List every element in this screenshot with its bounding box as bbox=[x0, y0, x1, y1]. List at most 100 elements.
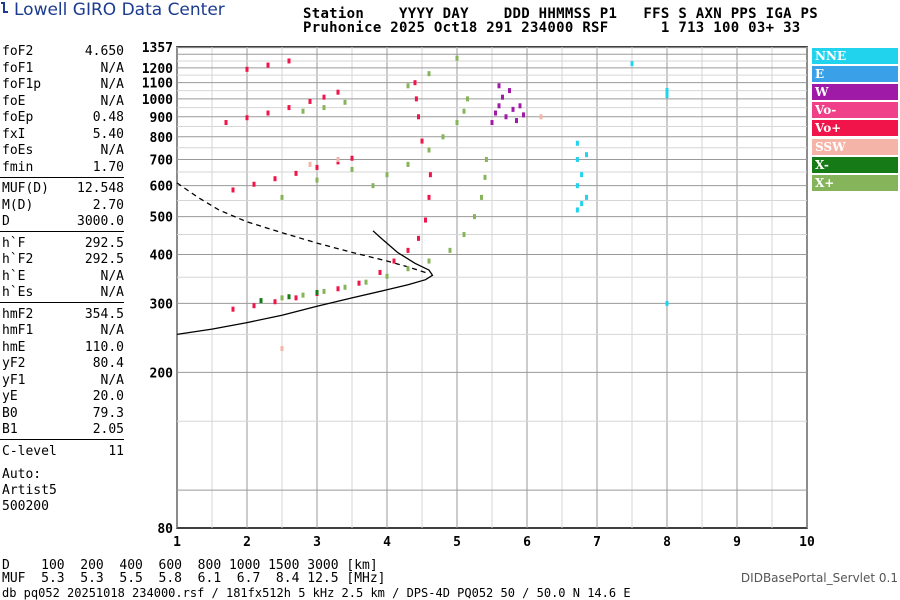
param-name: M(D) bbox=[2, 197, 34, 213]
data-point-x- bbox=[343, 284, 347, 290]
data-point-vo- bbox=[273, 176, 277, 182]
data-point-vo- bbox=[224, 120, 228, 126]
y-tick-label: 600 bbox=[150, 180, 174, 195]
param-row: yF2 80.4 bbox=[2, 355, 124, 372]
param-name: yF2 bbox=[2, 356, 26, 371]
data-point-vo- bbox=[231, 187, 235, 193]
data-point-nne bbox=[575, 183, 579, 189]
param-row: foEs N/A bbox=[2, 142, 124, 159]
param-name: foEp bbox=[2, 110, 34, 125]
data-point-nne bbox=[585, 194, 588, 200]
data-point-vo- bbox=[413, 80, 417, 86]
data-point-vo- bbox=[357, 280, 361, 286]
param-name: hmF1 bbox=[2, 323, 34, 338]
param-row: h`F2 292.5 bbox=[2, 251, 124, 268]
param-row: foE N/A bbox=[2, 93, 124, 110]
auto-artist: Artist5 bbox=[2, 483, 57, 498]
footer-distance-row: D 100 200 400 600 800 1000 1500 3000 [km… bbox=[2, 558, 378, 573]
y-tick-label: 1100 bbox=[142, 77, 173, 92]
param-name: foF1p bbox=[2, 77, 42, 92]
data-point-w bbox=[494, 110, 497, 116]
param-row: yE 20.0 bbox=[2, 388, 124, 405]
data-point-x- bbox=[301, 292, 305, 298]
param-name: h`F2 bbox=[2, 252, 34, 267]
data-point-w bbox=[501, 94, 504, 100]
param-separator bbox=[0, 176, 124, 178]
param-name: D bbox=[2, 214, 10, 229]
param-row: hmF1 N/A bbox=[2, 322, 124, 339]
ionogram-chart: 1 2 3 4 5 6 7 8 9 10 80 200 300 400 500 600 700 800 900 100… bbox=[142, 41, 815, 550]
param-value: N/A bbox=[100, 60, 124, 76]
param-separator bbox=[0, 231, 124, 232]
data-point-x- bbox=[315, 177, 319, 183]
param-name: h`E bbox=[2, 268, 26, 284]
data-point-x- bbox=[315, 289, 319, 295]
param-row: M(D) 2.70 bbox=[2, 197, 124, 214]
data-point-vo- bbox=[252, 303, 256, 309]
param-name: B0 bbox=[2, 405, 18, 421]
data-point-vo- bbox=[427, 194, 431, 200]
footer-db-line: db pq052 20251018 234000.rsf / 181fx512h… bbox=[2, 586, 631, 600]
data-point-x- bbox=[385, 273, 389, 279]
param-name: h`F bbox=[2, 235, 26, 251]
data-point-ssw bbox=[539, 114, 543, 120]
param-name: h`Es bbox=[2, 285, 34, 300]
data-point-vo- bbox=[315, 164, 319, 170]
data-point-x- bbox=[484, 156, 488, 162]
y-tick-label: 800 bbox=[150, 131, 174, 146]
param-value: N/A bbox=[100, 285, 124, 300]
data-point-nne bbox=[585, 152, 588, 158]
param-name: yF1 bbox=[2, 372, 26, 388]
data-point-nne bbox=[665, 93, 669, 99]
x-tick-label: 8 bbox=[663, 535, 671, 550]
param-row: foF1p N/A bbox=[2, 76, 124, 93]
data-point-x- bbox=[287, 294, 291, 300]
y-tick-label: 1200 bbox=[142, 62, 173, 77]
param-value: 4.650 bbox=[84, 44, 124, 59]
legend-item-x-: X- bbox=[812, 156, 898, 173]
data-point-x- bbox=[455, 55, 459, 61]
data-point-x- bbox=[364, 279, 368, 285]
data-point-vo- bbox=[245, 115, 249, 121]
data-point-vo- bbox=[428, 172, 432, 178]
data-point-x- bbox=[480, 194, 483, 200]
param-name: fxI bbox=[2, 126, 26, 142]
param-value: 20.0 bbox=[92, 389, 124, 404]
data-point-x- bbox=[322, 288, 326, 294]
data-point-vo- bbox=[294, 295, 298, 301]
data-point-x- bbox=[427, 147, 431, 153]
data-point-vo- bbox=[322, 94, 326, 100]
legend-item-w: W bbox=[812, 84, 898, 101]
data-point-nne bbox=[630, 61, 634, 67]
lowell-giro-logo-icon bbox=[1, 2, 8, 13]
data-point-w bbox=[497, 103, 501, 109]
data-point-vo- bbox=[266, 62, 270, 68]
param-value: 3000.0 bbox=[77, 214, 124, 229]
data-point-vo- bbox=[266, 110, 270, 116]
data-point-vo- bbox=[417, 235, 420, 241]
data-point-vo- bbox=[287, 105, 291, 111]
y-tick-label: 80 bbox=[157, 522, 173, 537]
data-point-nne bbox=[580, 172, 584, 178]
param-value: N/A bbox=[100, 372, 124, 388]
data-point-nne bbox=[665, 88, 669, 94]
param-name: foEs bbox=[2, 143, 34, 158]
data-point-vo- bbox=[378, 269, 382, 275]
param-value: 5.40 bbox=[92, 126, 124, 142]
data-point-x- bbox=[427, 258, 431, 264]
param-row: fmin 1.70 bbox=[2, 159, 124, 176]
param-row: hmF2 354.5 bbox=[2, 306, 124, 323]
param-value: 12.548 bbox=[77, 181, 124, 196]
data-point-x- bbox=[462, 232, 466, 238]
header-line-1: Station YYYY DAY DDD HHMMSS P1 FFS S AXN… bbox=[303, 6, 818, 22]
data-point-w bbox=[497, 83, 501, 89]
data-point-ssw bbox=[280, 346, 284, 352]
legend-item-ssw: SSW bbox=[812, 138, 898, 155]
x-tick-label: 7 bbox=[593, 535, 601, 550]
y-tick-label: 1000 bbox=[142, 93, 173, 108]
param-value: 11 bbox=[108, 443, 124, 459]
x-tick-label: 3 bbox=[313, 535, 321, 550]
param-value: 2.70 bbox=[92, 197, 124, 213]
data-point-vo- bbox=[414, 96, 418, 102]
data-point-x- bbox=[406, 161, 410, 167]
